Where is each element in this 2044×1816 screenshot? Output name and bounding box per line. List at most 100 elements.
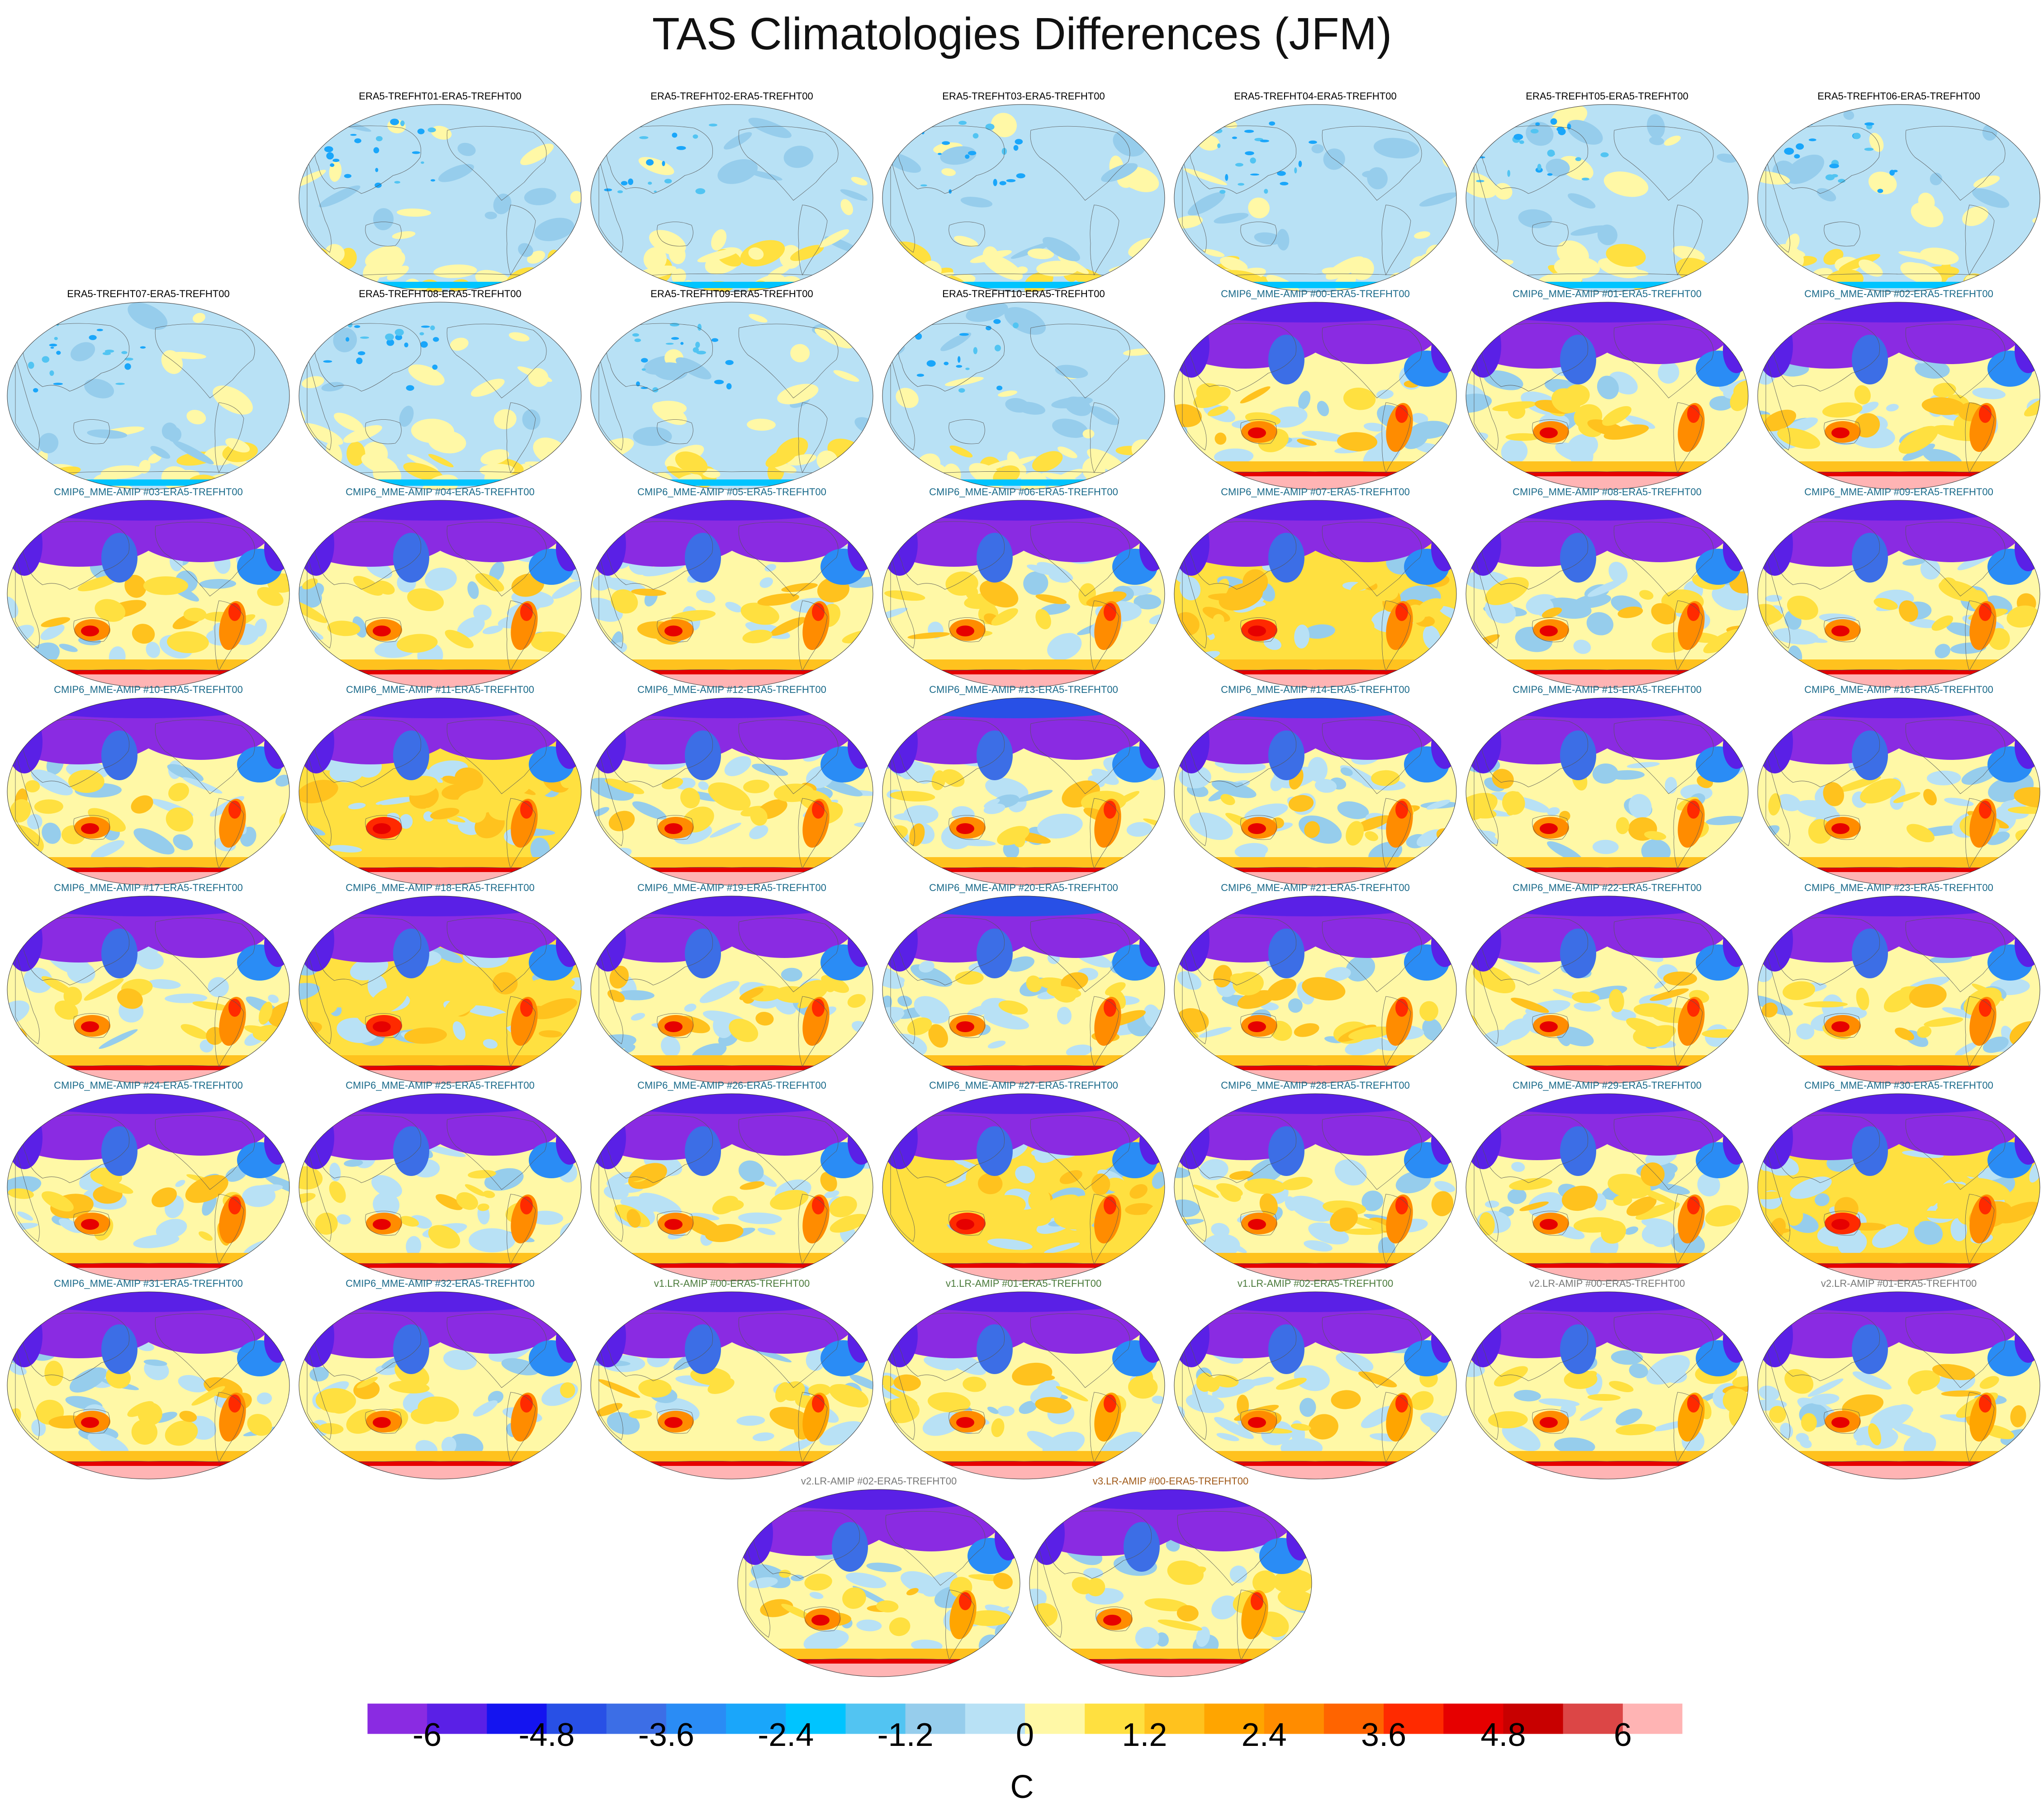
asia-outline [1773, 719, 1880, 787]
map-border [1174, 896, 1457, 1084]
asia-outline [1773, 917, 1880, 986]
europe-africa-outline [307, 157, 332, 253]
antarctic-coast-band [1758, 1263, 2040, 1269]
south-america-outline [1673, 402, 1703, 474]
south-america-outline [506, 402, 536, 474]
map-border [299, 104, 582, 292]
north-america-cold-bias [1291, 1292, 1445, 1354]
asia-outline [22, 1114, 129, 1183]
europe-africa-outline [890, 1344, 915, 1440]
south-america-outline [798, 402, 828, 474]
map-panel: CMIP6_MME-AMIP #20-ERA5-TREFHT00 [880, 882, 1167, 1090]
antarctic-coast-band [7, 670, 289, 675]
antarctica-field [7, 1466, 289, 1479]
south-america-outline [1673, 996, 1703, 1067]
europe-africa-outline [598, 750, 623, 846]
panel-title: CMIP6_MME-AMIP #07-ERA5-TREFHT00 [1221, 486, 1410, 498]
europe-africa-outline [15, 948, 40, 1044]
antarctic-coast-band [882, 1263, 1165, 1269]
north-america-outline [1613, 1313, 1714, 1388]
australia-outline [1096, 1607, 1132, 1631]
north-america-outline [1905, 917, 2006, 992]
europe-africa-outline [307, 948, 332, 1044]
north-america-outline [885, 1511, 986, 1586]
australia-outline [73, 1211, 110, 1236]
north-america-cold-bias [1291, 1094, 1445, 1156]
australia-outline [73, 1409, 110, 1434]
australia-outline [1532, 1013, 1569, 1038]
north-america-cold-bias [124, 896, 278, 958]
map-border [7, 500, 290, 688]
world-map [7, 1291, 290, 1479]
antarctic-coast-band [591, 868, 873, 873]
europe-africa-outline [15, 750, 40, 846]
antarctic-coast-band [1174, 670, 1456, 675]
north-america-cold-bias [1874, 302, 2028, 364]
panel-title: v2.LR-AMIP #00-ERA5-TREFHT00 [1529, 1278, 1685, 1289]
south-america-outline [1965, 402, 1995, 474]
world-map [299, 302, 582, 490]
north-america-outline [155, 1115, 255, 1190]
map-panel: CMIP6_MME-AMIP #24-ERA5-TREFHT00 [5, 1080, 292, 1288]
map-border [590, 104, 873, 292]
map-panel: CMIP6_MME-AMIP #01-ERA5-TREFHT00 [1463, 288, 1751, 496]
antarctic-band [591, 479, 873, 486]
south-america-outline [1381, 204, 1411, 276]
panel-title: v1.LR-AMIP #01-ERA5-TREFHT00 [945, 1278, 1102, 1289]
arctic-band [1466, 1094, 1745, 1114]
asia-outline [1773, 323, 1880, 392]
north-america-cold-bias [999, 896, 1153, 958]
north-america-outline [1177, 1511, 1277, 1586]
world-map [590, 697, 873, 886]
map-panel: ERA5-TREFHT04-ERA5-TREFHT00 [1171, 90, 1459, 299]
antarctic-coast-band [1466, 1263, 1748, 1269]
map-border [590, 1291, 873, 1479]
asia-outline [1773, 1313, 1880, 1381]
world-map [1757, 697, 2040, 886]
panel-title: CMIP6_MME-AMIP #01-ERA5-TREFHT00 [1513, 288, 1702, 299]
asia-outline [1481, 521, 1588, 590]
arctic-band [1758, 302, 2037, 322]
panel-title: v3.LR-AMIP #00-ERA5-TREFHT00 [1092, 1475, 1249, 1487]
arctic-band [1466, 500, 1745, 521]
colorbar-tick-label: 2.4 [1241, 1717, 1287, 1753]
map-field [1174, 698, 1456, 885]
south-america-outline [1381, 798, 1411, 869]
map-panel: CMIP6_MME-AMIP #00-ERA5-TREFHT00 [1171, 288, 1459, 496]
panel-title: CMIP6_MME-AMIP #14-ERA5-TREFHT00 [1221, 684, 1410, 695]
world-map [1174, 104, 1457, 292]
australia-outline [657, 222, 693, 247]
north-america-outline [155, 719, 255, 794]
north-america-outline [1613, 126, 1714, 201]
panel-title: CMIP6_MME-AMIP #21-ERA5-TREFHT00 [1221, 882, 1410, 893]
panel-title: CMIP6_MME-AMIP #13-ERA5-TREFHT00 [929, 684, 1118, 695]
panel-title: CMIP6_MME-AMIP #03-ERA5-TREFHT00 [54, 486, 243, 498]
south-america-outline [1381, 600, 1411, 672]
australia-outline [365, 1409, 402, 1434]
world-map [882, 1291, 1165, 1479]
south-america-outline [1090, 996, 1119, 1067]
asia-outline [1481, 1313, 1588, 1381]
europe-africa-outline [1182, 750, 1207, 846]
asia-outline [1773, 521, 1880, 590]
colorbar-tick-label: 4.8 [1480, 1717, 1526, 1753]
asia-outline [897, 521, 1005, 590]
world-map [299, 500, 582, 688]
map-field [7, 302, 289, 489]
north-america-outline [738, 522, 839, 597]
asia-outline [606, 1114, 713, 1183]
world-map [1757, 104, 2040, 292]
north-america-cold-bias [999, 500, 1153, 562]
map-border [737, 1489, 1020, 1677]
panel-title: v2.LR-AMIP #01-ERA5-TREFHT00 [1821, 1278, 1977, 1289]
europe-africa-outline [307, 355, 332, 450]
antarctic-coast-band [299, 1263, 581, 1269]
north-america-cold-bias [707, 1094, 861, 1156]
world-map [590, 302, 873, 490]
north-america-cold-bias [1583, 302, 1736, 364]
south-america-outline [1965, 204, 1995, 276]
map-border [1174, 1093, 1457, 1281]
north-america-outline [1613, 719, 1714, 794]
australia-outline [1240, 222, 1277, 247]
europe-africa-outline [598, 1146, 623, 1242]
